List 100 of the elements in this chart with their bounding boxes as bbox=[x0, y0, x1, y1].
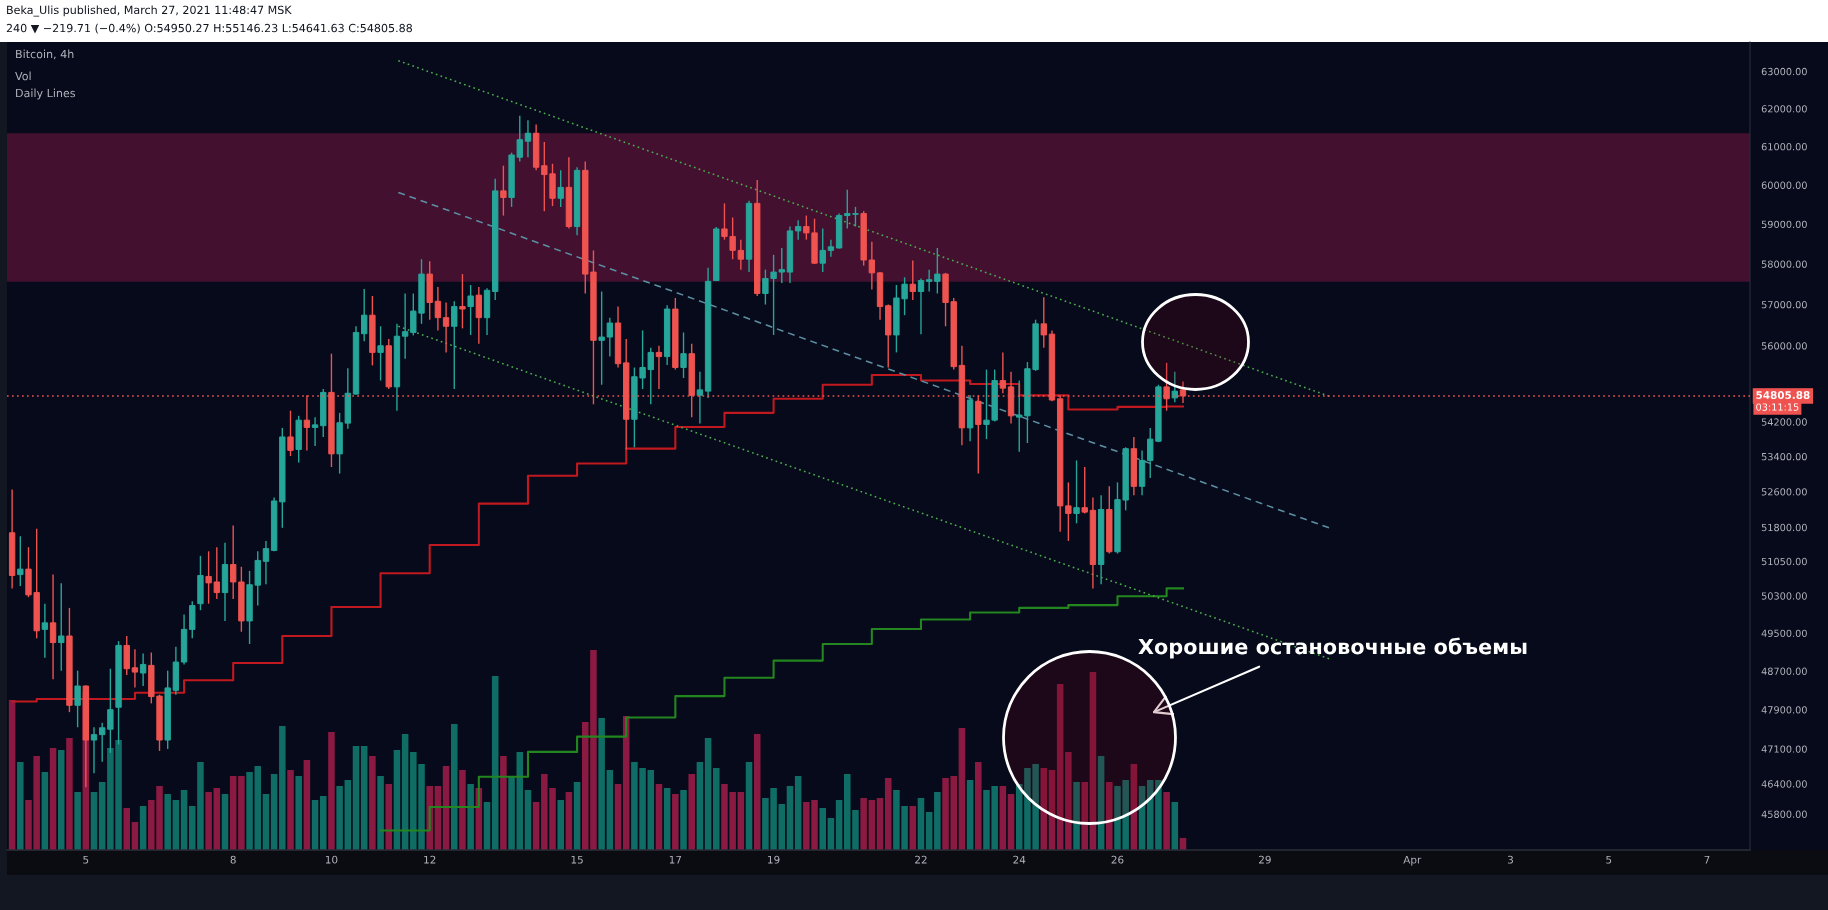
candlestick bbox=[434, 286, 442, 332]
x-tick-label: 5 bbox=[83, 855, 89, 864]
bar bbox=[483, 802, 491, 850]
bar bbox=[295, 776, 302, 850]
bar bbox=[164, 794, 171, 850]
candlestick bbox=[58, 582, 65, 672]
y-tick-label: 46400.00 bbox=[1761, 780, 1807, 788]
bar bbox=[713, 768, 720, 850]
bar bbox=[328, 732, 335, 850]
candlestick bbox=[999, 351, 1007, 394]
bar bbox=[934, 792, 941, 850]
bar bbox=[49, 748, 57, 850]
bar bbox=[369, 756, 376, 850]
bar bbox=[532, 802, 540, 850]
x-tick-label: 29 bbox=[1259, 855, 1271, 864]
bar bbox=[999, 786, 1007, 850]
candlestick bbox=[123, 635, 130, 676]
bar bbox=[229, 776, 237, 850]
bar bbox=[876, 798, 884, 850]
y-tick-label: 47100.00 bbox=[1761, 745, 1807, 753]
candlestick bbox=[524, 119, 532, 158]
bar bbox=[958, 728, 966, 850]
bar bbox=[238, 776, 245, 850]
candlestick bbox=[401, 292, 409, 360]
bar bbox=[1089, 672, 1097, 850]
bar bbox=[794, 776, 802, 850]
bar bbox=[1130, 764, 1138, 850]
bar bbox=[385, 784, 393, 850]
bar bbox=[262, 794, 270, 850]
bar bbox=[98, 782, 106, 850]
candlestick bbox=[361, 288, 368, 342]
candlestick bbox=[377, 325, 384, 382]
bar bbox=[1171, 802, 1179, 850]
candlestick bbox=[41, 603, 49, 659]
candlestick bbox=[287, 410, 294, 457]
bar bbox=[868, 800, 876, 850]
candlestick bbox=[459, 273, 466, 330]
y-tick-label: 58000.00 bbox=[1761, 260, 1807, 268]
bar bbox=[1065, 752, 1072, 850]
y-tick-label: 60000.00 bbox=[1761, 181, 1807, 189]
bar bbox=[860, 798, 867, 850]
x-tick-label: 3 bbox=[1507, 855, 1513, 864]
candlestick bbox=[131, 648, 139, 689]
candlestick bbox=[557, 169, 564, 208]
x-tick-label: 12 bbox=[424, 855, 436, 864]
candlestick bbox=[189, 600, 196, 640]
bar bbox=[917, 798, 925, 850]
bar bbox=[835, 800, 843, 850]
candlestick bbox=[917, 277, 925, 335]
candlestick bbox=[262, 540, 270, 585]
bar bbox=[688, 774, 695, 850]
text: Beka_Ulis published, March 27, 2021 11:48:47 MSK bbox=[7, 5, 292, 17]
candlestick bbox=[1171, 370, 1178, 403]
candlestick bbox=[696, 370, 704, 425]
bar bbox=[680, 790, 687, 850]
bar bbox=[491, 676, 499, 850]
x-tick-label: 22 bbox=[915, 855, 927, 864]
candlestick bbox=[74, 669, 81, 728]
x-tick-label: 7 bbox=[1704, 855, 1710, 864]
bar bbox=[172, 800, 180, 850]
bar bbox=[377, 776, 384, 850]
y-tick-label: 51050.00 bbox=[1761, 557, 1807, 566]
y-tick-label: 45800.00 bbox=[1761, 810, 1807, 818]
bar bbox=[696, 762, 704, 850]
bar bbox=[1097, 756, 1105, 850]
bar bbox=[565, 792, 573, 850]
bar bbox=[319, 796, 327, 850]
bar bbox=[1048, 770, 1056, 850]
bar bbox=[205, 792, 212, 850]
bar bbox=[819, 808, 826, 850]
bar bbox=[336, 786, 343, 850]
bar bbox=[655, 784, 663, 850]
x-tick-label: 8 bbox=[230, 855, 236, 864]
bar bbox=[123, 808, 131, 850]
bar bbox=[704, 738, 712, 850]
candlestick bbox=[90, 726, 98, 774]
bar bbox=[221, 794, 229, 850]
annotation: Хорошие остановочные объемы bbox=[1138, 637, 1527, 659]
bar bbox=[279, 726, 286, 850]
x-tick-label: 5 bbox=[1606, 855, 1612, 864]
bar bbox=[213, 788, 221, 850]
candlestick bbox=[139, 652, 147, 687]
y-tick-label: 53400.00 bbox=[1761, 452, 1807, 461]
bar bbox=[786, 786, 794, 850]
y-tick-label: 59000.00 bbox=[1761, 220, 1807, 229]
bar bbox=[672, 794, 679, 850]
bar bbox=[1138, 786, 1146, 850]
y-tick-label: 48700.00 bbox=[1761, 667, 1807, 675]
bar bbox=[966, 780, 974, 850]
bar bbox=[573, 782, 581, 850]
bar bbox=[1040, 768, 1048, 850]
bar bbox=[909, 806, 917, 850]
y-tick-label: 47900.00 bbox=[1761, 706, 1807, 714]
y-tick-label: 51800.00 bbox=[1761, 523, 1807, 532]
bar bbox=[360, 746, 368, 850]
y-tick-label: 56000.00 bbox=[1761, 342, 1807, 350]
x-tick-label: 15 bbox=[571, 855, 583, 864]
bar bbox=[606, 770, 614, 850]
annotation: Daily Lines bbox=[16, 88, 76, 100]
bar bbox=[467, 784, 474, 850]
